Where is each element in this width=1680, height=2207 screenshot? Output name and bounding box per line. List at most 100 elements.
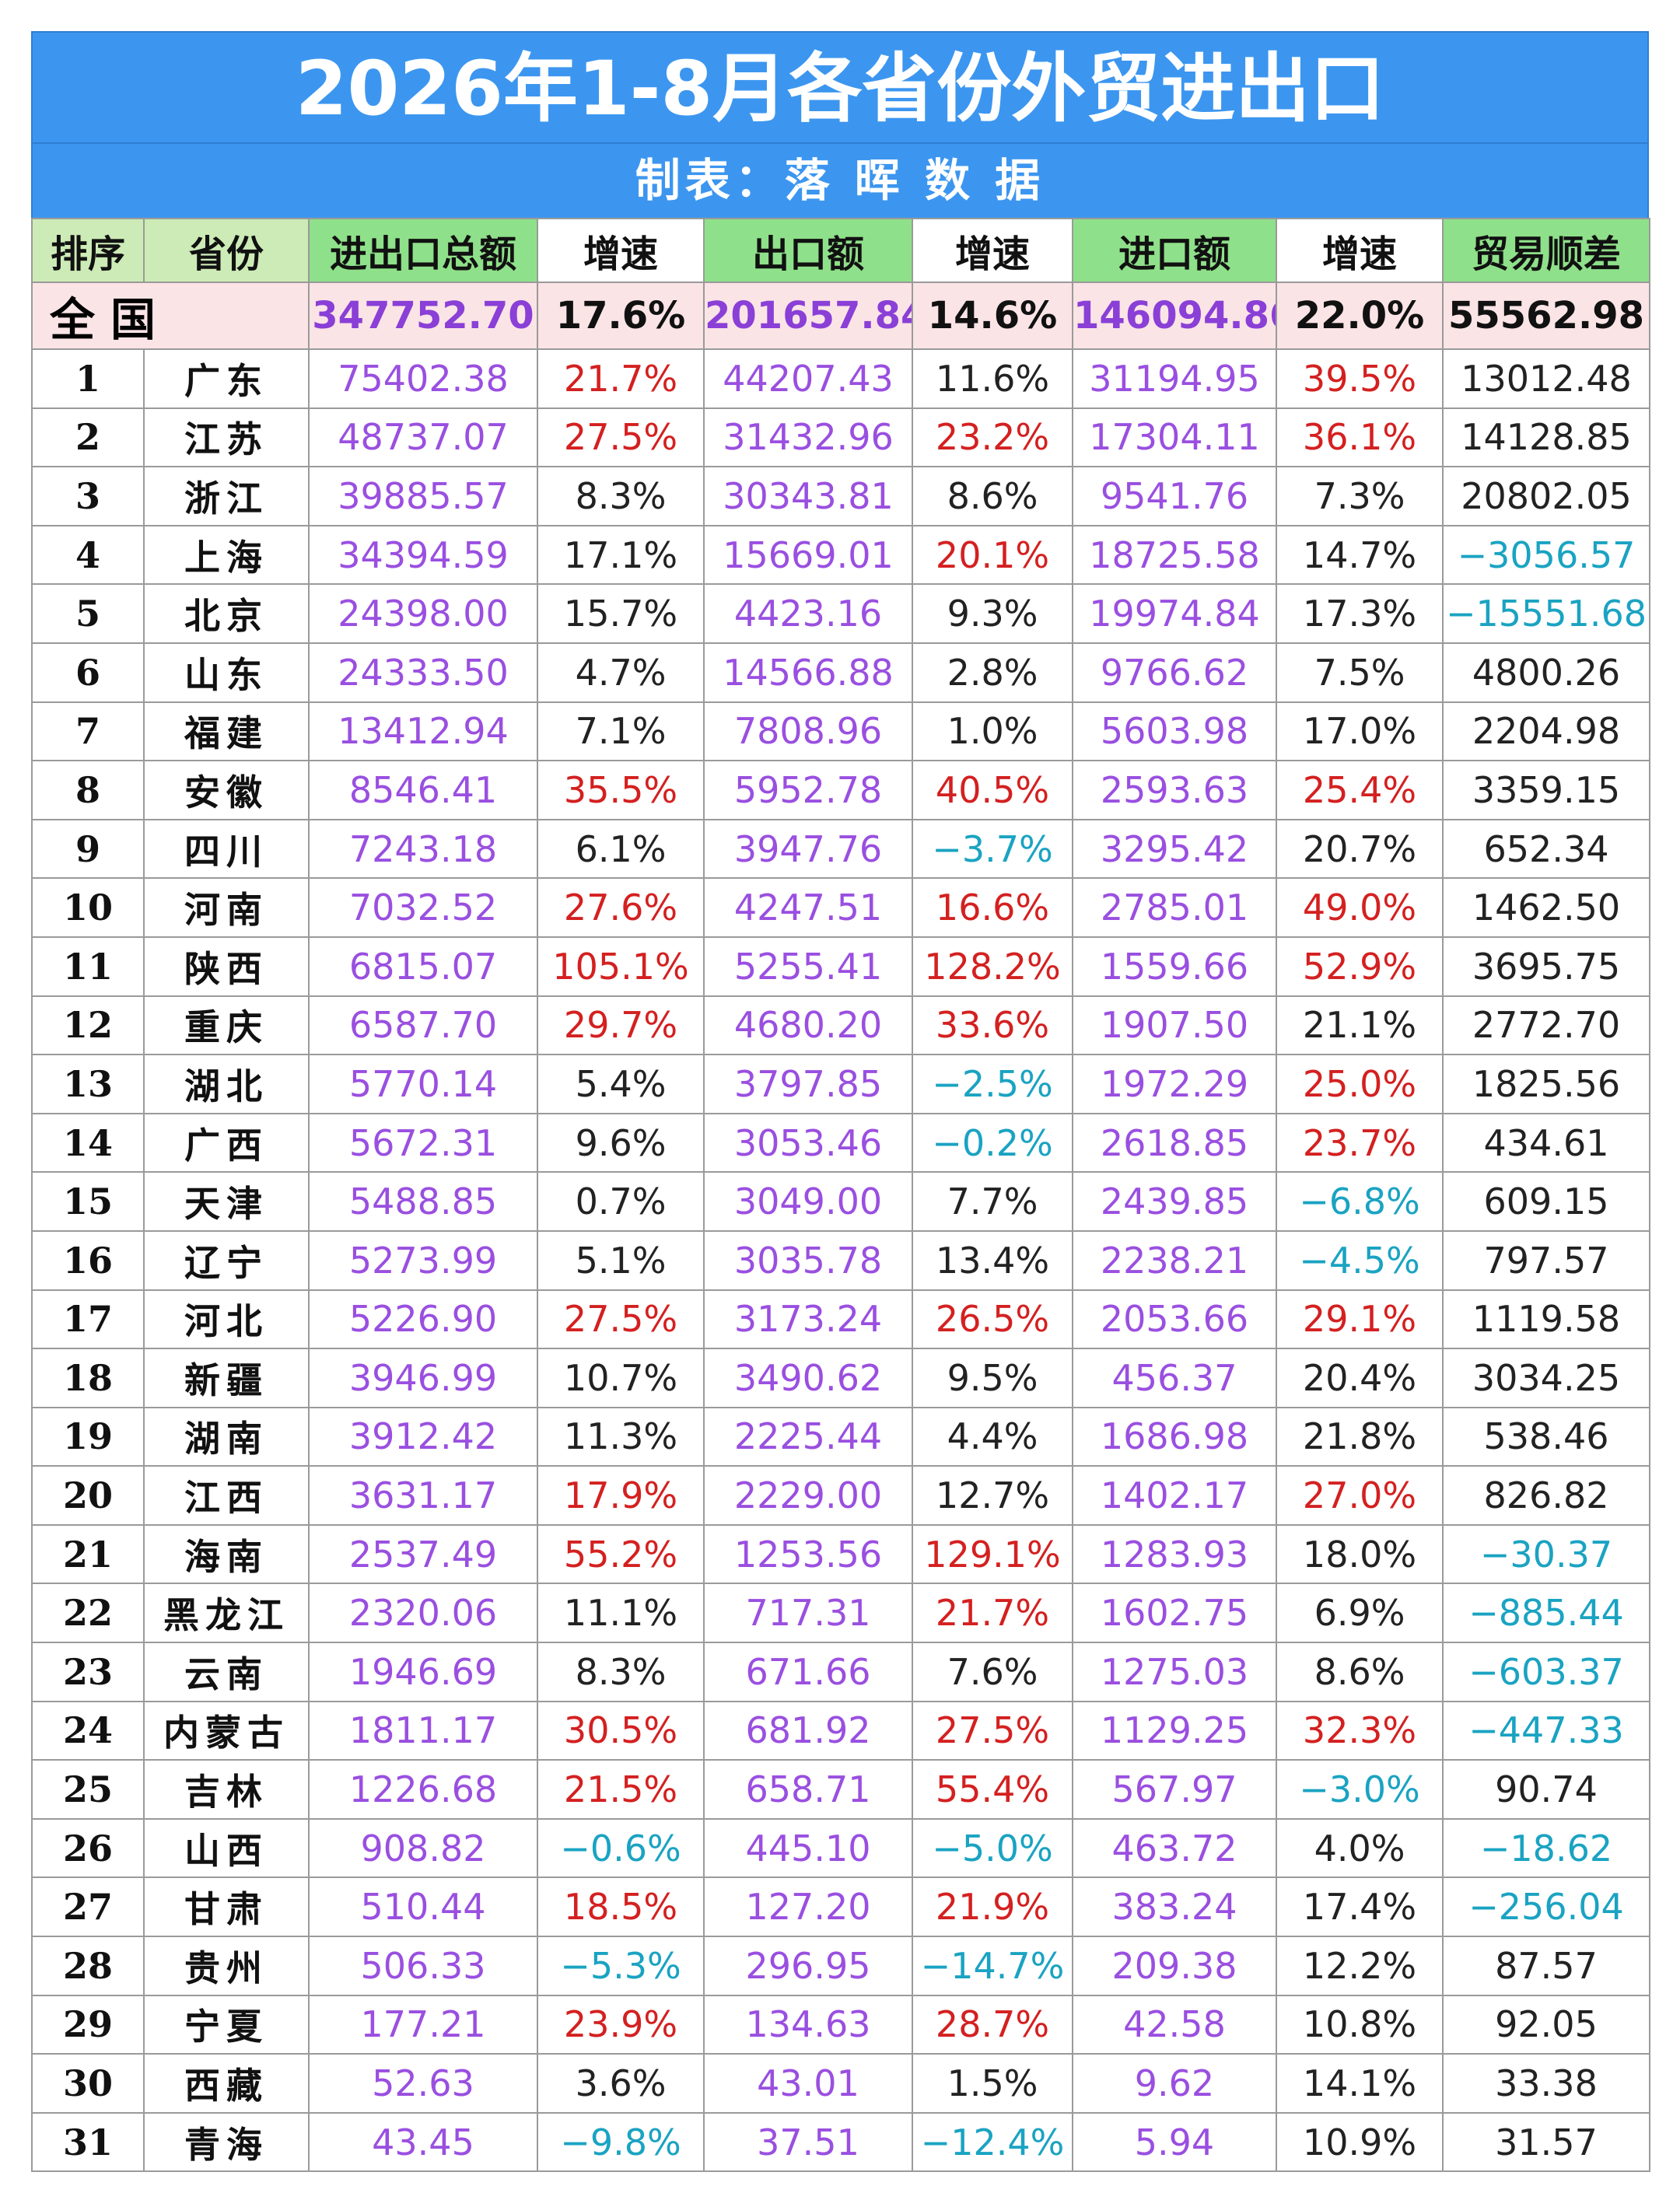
export-cell: 3035.78	[703, 1229, 913, 1291]
balance-cell: 3695.75	[1442, 936, 1650, 997]
export-cell: 671.66	[703, 1642, 913, 1702]
rank-cell: 11	[31, 936, 145, 997]
rank-cell: 16	[31, 1229, 145, 1291]
export-cell: 3490.62	[703, 1348, 913, 1408]
header-import: 进口额	[1072, 218, 1277, 283]
export-growth-cell: 128.2%	[912, 936, 1073, 997]
table-row: 27 甘肃 510.44 18.5% 127.20 21.9% 383.24 17.4% −25…	[31, 1876, 1650, 1938]
import-growth-cell: 17.0%	[1276, 701, 1444, 762]
export-cell: 3053.46	[703, 1112, 913, 1173]
import-growth-cell: 20.7%	[1276, 818, 1444, 880]
export-growth-cell: −5.0%	[912, 1817, 1073, 1879]
import-growth-cell: 23.7%	[1276, 1112, 1444, 1173]
rank-cell: 10	[31, 877, 145, 938]
total-cell: 1226.68	[308, 1759, 538, 1820]
national-total-growth: 17.6%	[537, 282, 705, 350]
table-row: 31 青海 43.45 −9.8% 37.51 −12.4% 5.94 10.9% 31.57	[31, 2111, 1650, 2173]
total-cell: 1811.17	[308, 1700, 538, 1761]
table-row: 1 广东 75402.38 21.7% 44207.43 11.6% 31194.95 39.…	[31, 348, 1650, 409]
province-cell: 广东	[143, 348, 310, 409]
total-cell: 24398.00	[308, 583, 538, 644]
total-growth-cell: 9.6%	[537, 1112, 705, 1173]
export-growth-cell: 20.1%	[912, 524, 1073, 586]
total-cell: 75402.38	[308, 348, 538, 409]
import-cell: 383.24	[1072, 1876, 1277, 1938]
import-cell: 19974.84	[1072, 583, 1277, 644]
balance-cell: 3034.25	[1442, 1348, 1650, 1408]
export-cell: 4423.16	[703, 583, 913, 644]
total-cell: 48737.07	[308, 407, 538, 468]
import-growth-cell: −3.0%	[1276, 1759, 1444, 1820]
rank-cell: 4	[31, 524, 145, 586]
province-cell: 海南	[143, 1523, 310, 1585]
export-cell: 1253.56	[703, 1523, 913, 1585]
header-export: 出口额	[703, 218, 913, 283]
rank-cell: 1	[31, 348, 145, 409]
total-growth-cell: 10.7%	[537, 1348, 705, 1408]
balance-cell: 3359.15	[1442, 760, 1650, 820]
table-row: 7 福建 13412.94 7.1% 7808.96 1.0% 5603.98 17.0% 22…	[31, 701, 1650, 762]
total-growth-cell: 5.1%	[537, 1229, 705, 1291]
export-growth-cell: 33.6%	[912, 995, 1073, 1056]
table-header: 排序 省份 进出口总额 增速 出口额 增速 进口额 增速 贸易顺差	[31, 218, 1650, 283]
export-cell: 30343.81	[703, 466, 913, 526]
balance-cell: 797.57	[1442, 1229, 1650, 1291]
province-cell: 湖南	[143, 1406, 310, 1467]
table-row: 29 宁夏 177.21 23.9% 134.63 28.7% 42.58 10.8% 92.0…	[31, 1994, 1650, 2055]
balance-cell: 2772.70	[1442, 995, 1650, 1056]
table-row: 9 四川 7243.18 6.1% 3947.76 −3.7% 3295.42 20.7% 65…	[31, 818, 1650, 880]
total-cell: 510.44	[308, 1876, 538, 1938]
province-cell: 河北	[143, 1289, 310, 1350]
header-rank: 排序	[31, 218, 145, 283]
total-cell: 52.63	[308, 2053, 538, 2114]
export-growth-cell: 27.5%	[912, 1700, 1073, 1761]
export-growth-cell: −2.5%	[912, 1054, 1073, 1114]
header-row: 排序 省份 进出口总额 增速 出口额 增速 进口额 增速 贸易顺差	[31, 218, 1650, 283]
total-growth-cell: 35.5%	[537, 760, 705, 820]
export-cell: 43.01	[703, 2053, 913, 2114]
import-growth-cell: 10.8%	[1276, 1994, 1444, 2055]
total-cell: 5672.31	[308, 1112, 538, 1173]
province-cell: 重庆	[143, 995, 310, 1056]
total-cell: 908.82	[308, 1817, 538, 1879]
table-row: 18 新疆 3946.99 10.7% 3490.62 9.5% 456.37 20.4% 30…	[31, 1348, 1650, 1408]
balance-cell: 14128.85	[1442, 407, 1650, 468]
province-cell: 福建	[143, 701, 310, 762]
balance-cell: −256.04	[1442, 1876, 1650, 1938]
balance-cell: −3056.57	[1442, 524, 1650, 586]
table-row: 10 河南 7032.52 27.6% 4247.51 16.6% 2785.01 49.0%…	[31, 877, 1650, 938]
province-cell: 西藏	[143, 2053, 310, 2114]
export-cell: 3049.00	[703, 1171, 913, 1232]
rank-cell: 25	[31, 1759, 145, 1820]
balance-cell: 90.74	[1442, 1759, 1650, 1820]
province-cell: 四川	[143, 818, 310, 880]
total-cell: 2320.06	[308, 1583, 538, 1644]
table-row: 16 辽宁 5273.99 5.1% 3035.78 13.4% 2238.21 −4.5% 7…	[31, 1229, 1650, 1291]
rank-cell: 26	[31, 1817, 145, 1879]
total-growth-cell: 29.7%	[537, 995, 705, 1056]
import-cell: 567.97	[1072, 1759, 1277, 1820]
import-cell: 3295.42	[1072, 818, 1277, 880]
table-row: 19 湖南 3912.42 11.3% 2225.44 4.4% 1686.98 21.8% 5…	[31, 1406, 1650, 1467]
import-growth-cell: 49.0%	[1276, 877, 1444, 938]
rank-cell: 7	[31, 701, 145, 762]
table-row: 28 贵州 506.33 −5.3% 296.95 −14.7% 209.38 12.2% 87…	[31, 1936, 1650, 1996]
header-balance: 贸易顺差	[1442, 218, 1650, 283]
balance-cell: 826.82	[1442, 1465, 1650, 1526]
export-cell: 2225.44	[703, 1406, 913, 1467]
total-cell: 1946.69	[308, 1642, 538, 1702]
import-cell: 209.38	[1072, 1936, 1277, 1996]
total-cell: 5226.90	[308, 1289, 538, 1350]
export-growth-cell: 4.4%	[912, 1406, 1073, 1467]
total-cell: 5273.99	[308, 1229, 538, 1291]
total-growth-cell: −9.8%	[537, 2111, 705, 2173]
total-cell: 39885.57	[308, 466, 538, 526]
export-cell: 296.95	[703, 1936, 913, 1996]
national-balance: 55562.98	[1442, 282, 1650, 350]
national-export-growth: 14.6%	[912, 282, 1073, 350]
header-export-growth: 增速	[912, 218, 1073, 283]
import-growth-cell: 27.0%	[1276, 1465, 1444, 1526]
import-growth-cell: 52.9%	[1276, 936, 1444, 997]
rank-cell: 8	[31, 760, 145, 820]
export-growth-cell: 21.9%	[912, 1876, 1073, 1938]
